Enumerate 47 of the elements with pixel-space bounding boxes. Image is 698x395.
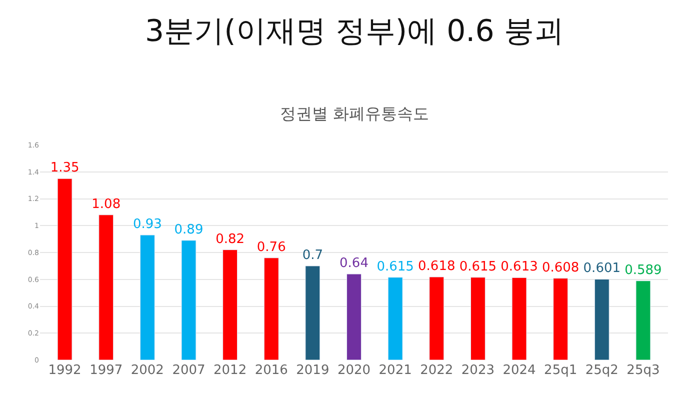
bar <box>512 277 527 360</box>
bar <box>346 274 362 360</box>
bar <box>57 178 72 360</box>
bar <box>264 258 279 360</box>
data-label: 1.35 <box>50 160 80 176</box>
x-tick-label: 2020 <box>337 363 371 378</box>
bar <box>594 278 610 360</box>
data-label: 0.89 <box>174 222 204 238</box>
x-tick-label: 1992 <box>48 363 82 378</box>
data-label: 0.601 <box>583 261 621 276</box>
data-label: 0.64 <box>340 256 368 271</box>
bar <box>553 278 568 360</box>
bar <box>222 250 238 360</box>
data-label: 0.93 <box>132 217 162 232</box>
bar <box>98 214 114 360</box>
x-tick-label: 2012 <box>214 363 247 378</box>
x-tick-label: 2021 <box>378 363 412 378</box>
bar <box>140 234 155 360</box>
data-label: 0.82 <box>216 232 245 247</box>
bar <box>388 277 403 360</box>
data-label: 0.618 <box>418 258 456 274</box>
data-label: 0.615 <box>459 259 497 274</box>
x-tick-label: 2023 <box>461 363 494 378</box>
data-label: 0.589 <box>624 262 662 278</box>
x-tick-label: 2019 <box>296 363 330 378</box>
x-tick-label: 2016 <box>254 363 288 378</box>
bar <box>429 276 444 360</box>
chart-title: 3분기(이재명 정부)에 0.6 붕괴 <box>145 14 564 49</box>
data-label: 0.76 <box>256 240 286 255</box>
bar <box>470 277 486 360</box>
x-tick-label: 1997 <box>90 363 123 378</box>
data-label: 0.608 <box>542 260 580 276</box>
x-tick-label: 2007 <box>172 363 206 378</box>
data-label: 0.615 <box>376 259 414 274</box>
bar <box>636 280 651 360</box>
x-tick-label: 2024 <box>502 363 536 378</box>
bar <box>181 240 196 360</box>
x-tick-label: 2002 <box>130 363 164 378</box>
data-label: 1.08 <box>92 196 121 212</box>
x-tick-label: 25q1 <box>544 363 578 378</box>
data-label: 0.7 <box>302 248 324 263</box>
x-tick-label: 25q3 <box>626 363 660 378</box>
bar <box>305 266 320 360</box>
x-tick-label: 25q2 <box>585 363 618 378</box>
data-label: 0.613 <box>500 260 538 275</box>
chart-subtitle: 정권별 화폐유통속도 <box>280 104 430 123</box>
x-tick-label: 2022 <box>420 363 454 378</box>
